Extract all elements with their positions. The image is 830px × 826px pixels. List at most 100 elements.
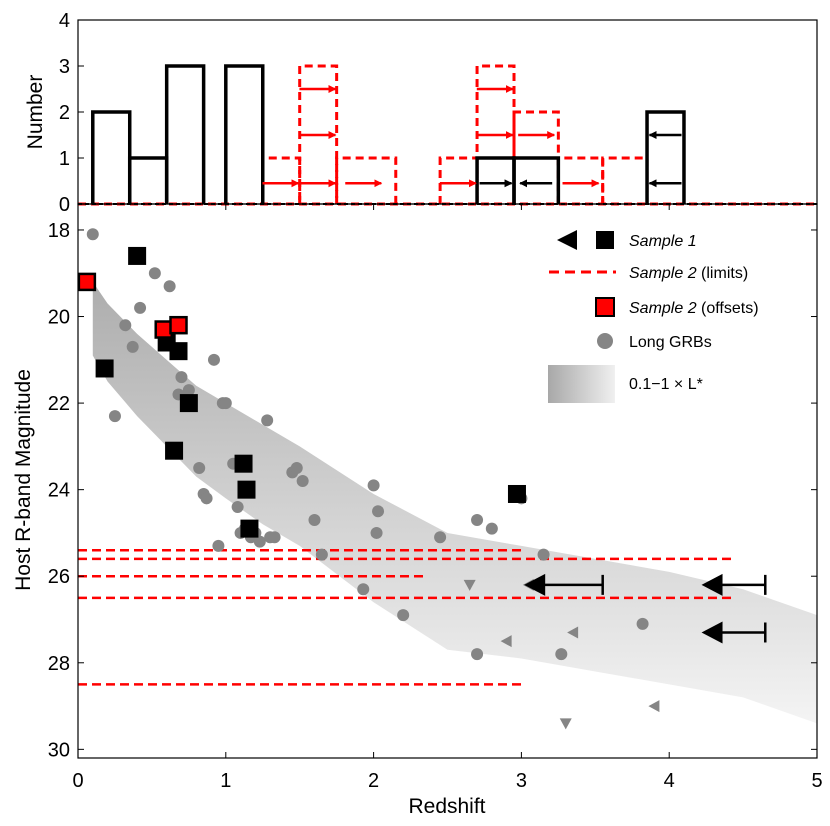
histogram-sample1-bin <box>512 156 561 204</box>
x-axis-ticks: 0 1 2 3 4 5 <box>72 204 823 792</box>
legend-circle-marker <box>597 333 613 349</box>
x-axis-label: Redshift <box>408 795 485 818</box>
long-grb-point <box>290 462 303 475</box>
long-grb-point <box>315 548 328 561</box>
y-tick-label: 24 <box>48 480 70 502</box>
histogram-y-ticks: 0 1 2 3 4 <box>59 10 84 216</box>
long-grb-down-limit <box>559 718 572 730</box>
y-tick-label: 28 <box>48 653 70 675</box>
long-grb-point <box>367 479 380 492</box>
long-grb-left-limit <box>567 626 579 639</box>
legend-sample1-label: Sample 1 <box>629 233 697 250</box>
x-tick-label: 3 <box>516 770 527 792</box>
histogram-sample1-bin <box>91 110 132 204</box>
sample1-point <box>240 519 259 538</box>
long-grb-point <box>357 583 370 596</box>
legend-band-label: 0.1−1 × L* <box>629 376 703 393</box>
long-grb-point <box>148 267 161 280</box>
long-grb-point <box>261 414 274 427</box>
long-grb-point <box>434 531 447 544</box>
histogram-sample1-bin <box>645 110 686 204</box>
long-grb-point <box>253 535 266 548</box>
long-grb-point <box>108 410 121 423</box>
long-grb-point <box>126 340 139 353</box>
long-grb-point <box>231 500 244 513</box>
scatter-panel: 0 1 2 3 4 5 18 20 22 24 26 28 30 Redshift Host R-ba… <box>12 203 823 818</box>
legend-sample2-limits: Sample 2 (limits) <box>549 265 748 282</box>
long-grb-point <box>537 548 550 561</box>
sample1-point <box>169 342 188 361</box>
sample1-point <box>95 359 114 378</box>
sample1-point <box>165 441 184 460</box>
long-grb-point <box>182 384 195 397</box>
long-grb-point <box>193 462 206 475</box>
histogram-sample2-bin <box>261 156 302 204</box>
x-tick-label: 2 <box>368 770 379 792</box>
long-grb-down-limit <box>463 579 476 591</box>
legend-sample1: Sample 1 <box>557 230 697 250</box>
y-tick-label: 26 <box>48 566 70 588</box>
histogram-panel: 0 1 2 3 4 Number <box>24 10 818 216</box>
legend: Sample 1 Sample 2 (limits) Sample 2 (off… <box>548 230 759 403</box>
long-grb-point <box>200 492 213 505</box>
histogram-sample2-bin <box>601 156 649 204</box>
long-grb-left-limit <box>500 635 512 648</box>
sample2-limit-lines <box>78 549 736 686</box>
long-grb-point <box>268 531 281 544</box>
long-grb-point <box>296 475 309 487</box>
histogram-arrows <box>262 85 682 188</box>
histogram-sample2-bin <box>335 156 398 204</box>
histogram-sample1-bin <box>127 156 169 204</box>
histogram-sample1-bin <box>164 64 206 204</box>
long-grb-point <box>471 648 484 661</box>
legend-band: 0.1−1 × L* <box>548 365 703 403</box>
histogram-y-tick-label: 2 <box>59 102 70 124</box>
sample1-limit-triangle <box>701 573 723 596</box>
sample1-point <box>128 246 147 265</box>
histogram-sample1-bin <box>475 156 516 204</box>
long-grb-point <box>370 526 383 539</box>
y-tick-label: 20 <box>48 307 70 329</box>
histogram-frame <box>77 19 818 205</box>
long-grb-point <box>119 319 132 332</box>
sample1-point <box>237 480 256 499</box>
sample1-point <box>507 484 526 503</box>
histogram-sample2-bin <box>438 156 479 204</box>
long-grb-point <box>636 617 649 630</box>
x-tick-label: 4 <box>664 770 675 792</box>
sample1-point <box>179 394 198 413</box>
y-axis-ticks: 18 20 22 24 26 28 30 <box>48 220 817 761</box>
long-grb-point <box>219 397 232 410</box>
legend-band-swatch <box>548 365 615 403</box>
legend-long-grbs-label: Long GRBs <box>629 334 712 351</box>
long-grb-point <box>163 280 176 293</box>
x-tick-label: 5 <box>811 770 822 792</box>
y-tick-label: 30 <box>48 739 70 761</box>
histogram-y-axis-label: Number <box>24 75 47 150</box>
x-tick-label: 1 <box>220 770 231 792</box>
y-tick-label: 18 <box>48 220 70 242</box>
legend-long-grbs: Long GRBs <box>597 333 712 351</box>
long-grb-point <box>372 505 385 518</box>
legend-triangle-marker <box>557 230 577 250</box>
histogram-sample2-bin <box>556 156 605 204</box>
long-grb-point <box>175 371 188 384</box>
histogram-y-tick-label: 0 <box>59 194 70 216</box>
long-grb-point <box>471 513 484 526</box>
sample1-upper-limits <box>524 573 767 644</box>
histogram-sample1-bin <box>224 64 265 204</box>
legend-sample2-offsets-label: Sample 2 (offsets) <box>629 300 759 317</box>
long-grb-point <box>134 301 147 314</box>
sample2-offset-point <box>78 272 97 292</box>
long-grb-point <box>308 513 321 526</box>
histogram-y-tick-label: 1 <box>59 148 70 170</box>
legend-sample2-limits-label: Sample 2 (limits) <box>629 265 748 282</box>
legend-red-square-marker <box>595 297 615 317</box>
sample1-limit-triangle <box>701 621 723 644</box>
long-grb-point <box>397 609 410 622</box>
y-axis-label: Host R-band Magnitude <box>12 369 35 591</box>
x-tick-label: 0 <box>72 770 83 792</box>
sample2-offset-point <box>169 315 188 335</box>
sample2-offset-points <box>78 272 188 339</box>
